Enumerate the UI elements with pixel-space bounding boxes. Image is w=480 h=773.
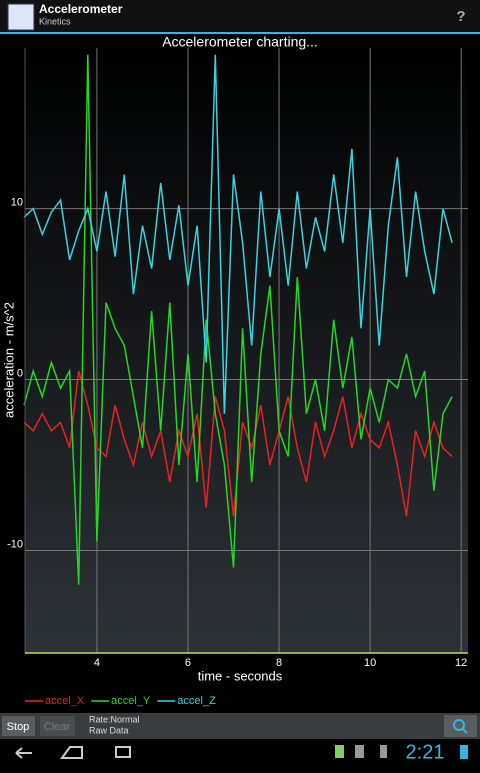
plot-area bbox=[25, 48, 468, 653]
app-subtitle: Kinetics bbox=[39, 16, 71, 26]
legend-label: accel_Y bbox=[111, 695, 151, 707]
legend-label: accel_Z bbox=[177, 695, 216, 707]
y-tick-label: 10 bbox=[11, 197, 23, 209]
action-bar bbox=[0, 0, 480, 32]
y-tick-label: -10 bbox=[7, 538, 23, 550]
battery-icon bbox=[460, 745, 468, 759]
x-tick-label: 8 bbox=[276, 657, 282, 669]
clock: 2:21 bbox=[406, 741, 445, 763]
mode-label: Raw Data bbox=[89, 725, 129, 735]
stop-label: Stop bbox=[7, 721, 30, 733]
toolbar bbox=[0, 713, 480, 739]
y-tick-label: 0 bbox=[17, 367, 23, 379]
series-line bbox=[23, 54, 453, 585]
x-tick-label: 10 bbox=[364, 657, 376, 669]
help-button[interactable]: ? bbox=[456, 8, 465, 25]
y-axis-title: acceleration - m/s^2 bbox=[1, 302, 16, 418]
search-icon bbox=[453, 719, 465, 731]
usb-icon bbox=[380, 745, 387, 758]
rate-label: Rate:Normal bbox=[89, 714, 140, 724]
home-button[interactable] bbox=[60, 746, 83, 759]
status-icon bbox=[355, 745, 364, 758]
app-title: Accelerometer bbox=[39, 2, 123, 16]
search-button[interactable] bbox=[444, 715, 477, 737]
x-axis-title: time - seconds bbox=[198, 668, 283, 683]
legend-label: accel_X bbox=[45, 695, 85, 707]
series-line bbox=[23, 54, 453, 414]
chart-title: Accelerometer charting... bbox=[162, 34, 318, 50]
clear-button[interactable] bbox=[40, 716, 75, 736]
back-button[interactable] bbox=[15, 747, 32, 759]
recents-button[interactable] bbox=[115, 746, 131, 758]
clear-label: Clear bbox=[44, 721, 71, 733]
action-bar-divider bbox=[0, 32, 480, 34]
app-icon[interactable] bbox=[7, 3, 35, 31]
search-icon-handle bbox=[462, 728, 468, 734]
x-tick-label: 4 bbox=[94, 657, 100, 669]
x-tick-label: 6 bbox=[185, 657, 191, 669]
status-icon bbox=[335, 745, 344, 758]
stop-button[interactable] bbox=[2, 716, 35, 736]
x-tick-label: 12 bbox=[455, 657, 467, 669]
